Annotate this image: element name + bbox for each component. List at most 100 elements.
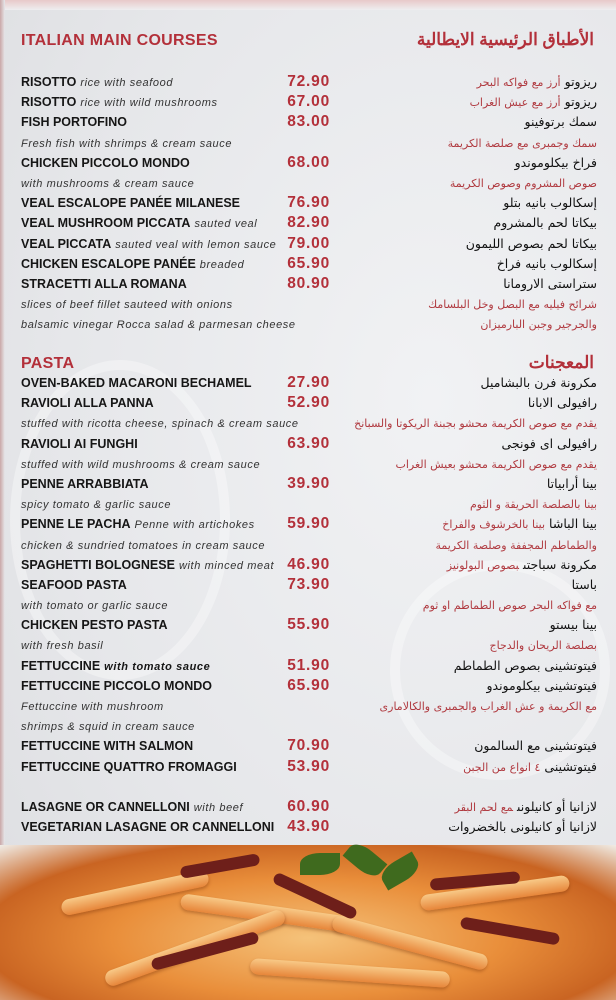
item-description-ar: صوص المشروم وصوص الكريمة bbox=[449, 176, 597, 190]
item-price: 76.90 bbox=[287, 194, 330, 212]
item-arabic: بينا بالصلصة الحريقة و الثوم bbox=[470, 496, 597, 511]
item-name-ar: بينا بيستو bbox=[549, 617, 597, 633]
item-arabic: باستا bbox=[572, 577, 597, 592]
menu-row: PENNE LE PACHA Penne with artichokes 59.90… bbox=[0, 515, 616, 535]
item-description-ar: يقدم مع صوص الكريمة محشو بجبنة الريكوتا … bbox=[354, 417, 597, 431]
item-arabic: فراخ بيكلوموندو bbox=[515, 155, 597, 170]
item-english: with mushrooms & cream sauce bbox=[21, 176, 194, 190]
item-english: stuffed with ricotta cheese, spinach & c… bbox=[21, 416, 299, 430]
item-name-ar: فيتوتشينى بيكلوموندو bbox=[486, 677, 597, 693]
item-name-ar: لازانيا أو كانيلونى بالخضروات bbox=[448, 819, 597, 835]
item-arabic: صوص المشروم وصوص الكريمة bbox=[450, 175, 597, 190]
menu-row: spicy tomato & garlic sauce بينا بالصلصة … bbox=[0, 495, 616, 515]
tomato-shape bbox=[179, 853, 261, 879]
item-english: PENNE LE PACHA Penne with artichokes bbox=[21, 517, 255, 531]
menu-row: FETTUCCINE PICCOLO MONDO 65.90 فيتوتشينى ب… bbox=[0, 677, 616, 697]
item-arabic: والجرجير وجبن البارميزان bbox=[480, 316, 597, 331]
item-english: FISH PORTOFINO bbox=[21, 115, 127, 129]
item-description: with fresh basil bbox=[21, 640, 104, 653]
menu-row bbox=[0, 778, 616, 798]
item-price: 46.90 bbox=[287, 555, 330, 573]
item-description: sauted veal with lemon sauce bbox=[115, 238, 277, 251]
item-description: with tomato or garlic sauce bbox=[21, 600, 169, 613]
item-description: balsamic vinegar Rocca salad & parmesan … bbox=[21, 319, 296, 332]
item-price: 63.90 bbox=[287, 434, 330, 452]
item-name-ar: لازانيا أو كانيلونى bbox=[516, 798, 597, 814]
section-title-pasta-ar: المعجنات bbox=[528, 353, 594, 372]
item-name-ar: فيتوتشينى مع السالمون bbox=[474, 738, 597, 754]
item-price: 70.90 bbox=[287, 737, 330, 755]
item-english: with tomato or garlic sauce bbox=[21, 598, 168, 612]
item-name-ar: باستا bbox=[571, 576, 597, 592]
menu-row: STRACETTI ALLA ROMANA 80.90 ستراستى الاروم… bbox=[0, 275, 616, 295]
item-description-ar: يقدم مع صوص الكريمة محشو بعيش الغراب bbox=[395, 457, 597, 471]
item-price: 73.90 bbox=[287, 575, 330, 593]
item-name: VEAL PICCATA bbox=[21, 236, 112, 251]
item-name: FETTUCCINE QUATTRO FROMAGGI bbox=[21, 759, 237, 774]
item-description-ar: شرائح فيليه مع البصل وخل البلسامك bbox=[428, 298, 597, 312]
item-english: VEAL ESCALOPE PANÉE MILANESE bbox=[21, 196, 240, 210]
item-name-ar: إسكالوب بانيه فراخ bbox=[496, 255, 597, 271]
item-name-ar: رافيولى اى فونجى bbox=[501, 435, 597, 451]
item-name: PENNE ARRABBIATA bbox=[21, 476, 149, 491]
item-name: RISOTTO bbox=[21, 95, 77, 110]
menu-row: VEAL MUSHROOM PICCATA sauted veal 82.90 بيك… bbox=[0, 214, 616, 234]
item-english: RISOTTO rice with wild mushrooms bbox=[21, 95, 218, 109]
item-name-ar: ريزوتو bbox=[564, 94, 597, 110]
item-price: 82.90 bbox=[287, 214, 330, 232]
item-english: with fresh basil bbox=[21, 638, 103, 652]
item-description: sauted veal bbox=[194, 218, 258, 231]
item-name: FISH PORTOFINO bbox=[21, 115, 128, 130]
item-price: 27.90 bbox=[287, 374, 330, 391]
item-arabic: لازانيا أو كانيلونىمع لحم البقر bbox=[455, 799, 597, 814]
item-price: 80.90 bbox=[287, 274, 330, 292]
menu-row: PENNE ARRABBIATA 39.90 بينا أرابياتا bbox=[0, 475, 616, 495]
item-english: FETTUCCINE with tomato sauce bbox=[21, 659, 210, 673]
item-english: CHICKEN PICCOLO MONDO bbox=[21, 156, 190, 170]
item-name-ar: مكرونة سباجتى bbox=[522, 556, 597, 572]
item-english: Fettuccine with mushroom bbox=[21, 699, 164, 713]
item-name-ar: ريزوتو bbox=[564, 74, 597, 89]
item-name: RAVIOLI ALLA PANNA bbox=[21, 396, 154, 411]
menu-row: FETTUCCINE QUATTRO FROMAGGI 53.90 فيتوتشين… bbox=[0, 758, 616, 778]
menu-row: VEAL PICCATA sauted veal with lemon sauce… bbox=[0, 235, 616, 255]
item-english: Fresh fish with shrimps & cream sauce bbox=[21, 136, 232, 150]
section-title-main-courses: ITALIAN MAIN COURSES bbox=[21, 32, 218, 49]
penne-shape bbox=[249, 958, 451, 988]
item-name: CHICKEN PICCOLO MONDO bbox=[21, 155, 190, 170]
item-arabic: فيتوتشينى بصوص الطماطم bbox=[454, 658, 597, 673]
item-description: breaded bbox=[199, 258, 245, 271]
item-english: PENNE ARRABBIATA bbox=[21, 477, 149, 491]
tomato-shape bbox=[459, 916, 561, 946]
item-arabic: إسكالوب بانيه فراخ bbox=[497, 256, 597, 271]
menu-row: CHICKEN PESTO PASTA 55.90 بينا بيستو bbox=[0, 616, 616, 636]
item-price: 60.90 bbox=[287, 797, 330, 815]
item-name-ar: بيكاتا لحم بالمشروم bbox=[493, 215, 597, 231]
item-arabic: يقدم مع صوص الكريمة محشو بعيش الغراب bbox=[395, 456, 597, 471]
item-english: RAVIOLI ALLA PANNA bbox=[21, 396, 154, 410]
basil-leaf bbox=[377, 851, 423, 891]
menu-row: OVEN-BAKED MACARONI BECHAMEL 27.90 مكرونة … bbox=[0, 374, 616, 394]
item-arabic: فيتوتشينى مع السالمون bbox=[474, 738, 597, 753]
menu-row: with tomato or garlic sauce مع فواكه البح… bbox=[0, 596, 616, 616]
item-arabic: بصلصة الريحان والدجاج bbox=[490, 637, 598, 652]
item-name: PENNE LE PACHA bbox=[21, 517, 131, 532]
background-swirl bbox=[10, 360, 230, 680]
item-description-ar: والجرجير وجبن البارميزان bbox=[480, 318, 597, 332]
item-name-ar: فراخ بيكلوموندو bbox=[514, 154, 597, 170]
item-arabic: فيتوتشينى٤ انواع من الجبن bbox=[463, 759, 597, 774]
item-description: chicken & sundried tomatoes in cream sau… bbox=[21, 539, 266, 552]
item-price: 52.90 bbox=[287, 394, 330, 412]
item-name: FETTUCCINE WITH SALMON bbox=[21, 739, 194, 754]
item-description-ar: بصوص البولونيز bbox=[446, 558, 519, 572]
item-english: FETTUCCINE PICCOLO MONDO bbox=[21, 679, 212, 693]
item-description: stuffed with wild mushrooms & cream sauc… bbox=[21, 458, 261, 471]
item-name-ar: رافيولى الابانا bbox=[527, 395, 597, 411]
basil-leaf bbox=[300, 853, 340, 875]
left-border bbox=[0, 0, 5, 845]
item-english: slices of beef fillet sauteed with onion… bbox=[21, 297, 233, 311]
item-arabic: لازانيا أو كانيلونى بالخضروات bbox=[448, 819, 597, 834]
item-arabic: مكرونة فرن بالبشاميل bbox=[481, 375, 597, 390]
menu-row: FETTUCCINE with tomato sauce 51.90 فيتوتشين… bbox=[0, 657, 616, 677]
item-description-ar: بصلصة الريحان والدجاج bbox=[489, 639, 598, 653]
